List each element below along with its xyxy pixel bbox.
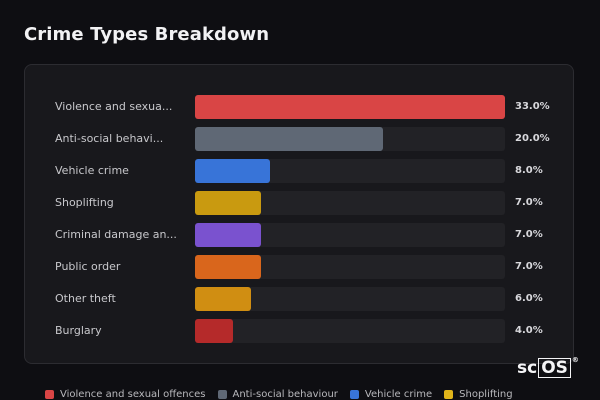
bar	[195, 127, 383, 151]
logo-prefix: sc	[517, 358, 538, 378]
legend-label: Vehicle crime	[364, 388, 433, 400]
legend-item: Violence and sexual offences	[45, 389, 206, 400]
legend-label: Shoplifting	[459, 388, 513, 400]
bar-track	[195, 287, 505, 311]
legend-label: Anti-social behaviour	[232, 388, 338, 400]
legend-label: Violence and sexual offences	[60, 388, 206, 400]
value-label: 4.0%	[515, 325, 543, 336]
category-label: Public order	[55, 260, 121, 273]
bar-track	[195, 223, 505, 247]
legend-swatch	[444, 389, 454, 399]
legend-item: Anti-social behaviour	[217, 388, 338, 400]
legend-swatch	[217, 389, 227, 399]
category-label: Other theft	[55, 292, 116, 305]
bar-row: Criminal damage an... 7.0%	[25, 223, 573, 247]
legend-swatch	[45, 389, 54, 399]
category-label: Criminal damage an...	[55, 228, 177, 241]
bar-row: Anti-social behavi... 20.0%	[25, 127, 573, 151]
chart-title: Crime Types Breakdown	[24, 24, 270, 45]
chart-card: Violence and sexua... 33.0% Anti-social be…	[24, 64, 574, 364]
brand-logo: sc OS ®	[517, 356, 579, 378]
bar-row: Other theft 6.0%	[25, 287, 573, 311]
legend-item: Shoplifting	[444, 388, 513, 400]
chart-legend: Violence and sexual offences Anti-social …	[45, 388, 525, 400]
bar-track	[195, 191, 505, 215]
bar-track	[195, 319, 505, 343]
value-label: 33.0%	[515, 101, 550, 112]
bar	[195, 95, 505, 119]
legend-swatch	[349, 389, 359, 399]
bar-track	[195, 159, 505, 183]
category-label: Burglary	[55, 324, 102, 337]
registered-mark: ®	[571, 356, 579, 364]
bar	[195, 287, 252, 311]
value-label: 7.0%	[515, 229, 543, 240]
category-label: Shoplifting	[55, 196, 114, 209]
bar-row: Burglary 4.0%	[25, 319, 573, 343]
bar-row: Public order 7.0%	[25, 255, 573, 279]
bar	[195, 191, 261, 215]
value-label: 7.0%	[515, 261, 543, 272]
bar-row: Shoplifting 7.0%	[25, 191, 573, 215]
value-label: 7.0%	[515, 197, 543, 208]
bar	[195, 319, 233, 343]
bar-track	[195, 95, 505, 119]
bar-track	[195, 127, 505, 151]
bar-row: Violence and sexua... 33.0%	[25, 95, 573, 119]
category-label: Anti-social behavi...	[55, 132, 164, 145]
bar	[195, 255, 261, 279]
value-label: 6.0%	[515, 293, 543, 304]
bar-row: Vehicle crime 8.0%	[25, 159, 573, 183]
logo-boxed-text: OS	[538, 358, 571, 378]
category-label: Violence and sexua...	[55, 100, 173, 113]
category-label: Vehicle crime	[55, 164, 129, 177]
bar-track	[195, 255, 505, 279]
bar	[195, 223, 261, 247]
bar	[195, 159, 271, 183]
value-label: 20.0%	[515, 133, 550, 144]
value-label: 8.0%	[515, 165, 543, 176]
legend-item: Vehicle crime	[349, 388, 433, 400]
